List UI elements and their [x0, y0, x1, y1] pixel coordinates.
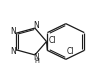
- Text: N: N: [33, 53, 39, 62]
- Text: N: N: [33, 21, 39, 30]
- Text: N: N: [10, 47, 16, 56]
- Text: Cl: Cl: [67, 47, 74, 56]
- Text: N: N: [10, 27, 16, 36]
- Text: Cl: Cl: [48, 36, 56, 45]
- Text: H: H: [34, 58, 39, 64]
